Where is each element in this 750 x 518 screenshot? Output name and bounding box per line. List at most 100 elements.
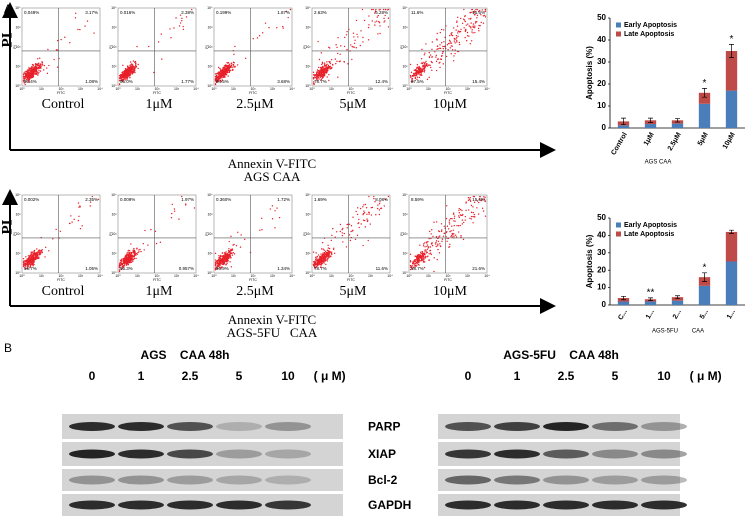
event-dot bbox=[446, 225, 449, 227]
event-dot bbox=[34, 72, 37, 75]
event-dot bbox=[457, 35, 459, 37]
quadrant-value: 21.6% bbox=[472, 266, 485, 271]
event-dot bbox=[456, 37, 458, 39]
blot-band bbox=[118, 500, 164, 510]
event-dot bbox=[436, 48, 438, 51]
event-dot bbox=[330, 252, 333, 255]
event-dot bbox=[451, 218, 453, 220]
event-dot bbox=[35, 73, 38, 76]
event-dot bbox=[356, 33, 358, 36]
event-dot bbox=[230, 62, 233, 64]
blot-band bbox=[69, 500, 115, 510]
lane-label: 1 bbox=[514, 369, 521, 383]
quadrant-value: 8.08% bbox=[375, 197, 388, 202]
event-dot bbox=[337, 76, 339, 78]
event-dot bbox=[412, 262, 414, 265]
event-dot bbox=[454, 234, 457, 236]
log-tick: 10² bbox=[207, 232, 213, 236]
flow-axis: PI bbox=[13, 232, 17, 235]
event-dot bbox=[160, 33, 163, 35]
event-dot bbox=[79, 205, 81, 207]
event-dot bbox=[321, 73, 324, 76]
event-dot bbox=[437, 243, 439, 245]
event-dot bbox=[182, 28, 185, 31]
event-dot bbox=[222, 67, 224, 70]
event-dot bbox=[218, 259, 221, 261]
event-dot bbox=[74, 17, 77, 19]
event-dot bbox=[458, 215, 460, 217]
event-dot bbox=[380, 207, 382, 210]
flow-axis: FITC bbox=[153, 278, 161, 282]
event-dot bbox=[454, 52, 456, 55]
event-dot bbox=[322, 66, 324, 68]
event-dot bbox=[316, 266, 318, 268]
event-dot bbox=[315, 261, 317, 263]
event-dot bbox=[33, 249, 36, 252]
event-dot bbox=[271, 218, 274, 220]
log-tick: 10⁴ bbox=[111, 6, 117, 10]
event-dot bbox=[332, 64, 334, 66]
event-dot bbox=[221, 252, 224, 254]
event-dot bbox=[127, 68, 129, 70]
event-dot bbox=[36, 251, 38, 254]
event-dot bbox=[374, 24, 376, 26]
event-dot bbox=[325, 67, 328, 69]
event-dot bbox=[46, 72, 49, 75]
lane-label: 2.5 bbox=[558, 369, 575, 383]
event-dot bbox=[466, 35, 469, 37]
event-dot bbox=[330, 251, 333, 253]
event-dot bbox=[31, 76, 34, 79]
event-dot bbox=[128, 249, 131, 252]
event-dot bbox=[370, 206, 373, 209]
event-dot bbox=[29, 264, 32, 267]
event-dot bbox=[454, 42, 456, 44]
log-tick: 10⁴ bbox=[387, 87, 393, 91]
log-tick: 10³ bbox=[270, 274, 276, 278]
event-dot bbox=[471, 29, 473, 31]
event-dot bbox=[342, 241, 344, 243]
condition-label: Control bbox=[42, 284, 85, 299]
event-dot bbox=[458, 216, 461, 219]
event-dot bbox=[459, 208, 462, 211]
event-dot bbox=[435, 69, 438, 72]
event-dot bbox=[221, 79, 223, 81]
event-dot bbox=[319, 256, 321, 258]
event-dot bbox=[316, 71, 319, 73]
log-tick: 10⁴ bbox=[305, 6, 311, 10]
event-dot bbox=[424, 242, 426, 244]
event-dot bbox=[125, 257, 127, 259]
event-dot bbox=[418, 66, 420, 68]
event-dot bbox=[125, 255, 128, 258]
event-dot bbox=[185, 16, 188, 18]
event-dot bbox=[37, 250, 40, 252]
flow-axis: FITC bbox=[57, 278, 65, 282]
event-dot bbox=[483, 196, 485, 198]
event-dot bbox=[147, 244, 149, 246]
event-dot bbox=[378, 203, 381, 205]
event-dot bbox=[221, 257, 223, 259]
bar-segment bbox=[725, 261, 738, 305]
event-dot bbox=[334, 58, 337, 60]
event-dot bbox=[216, 261, 219, 263]
event-dot bbox=[354, 238, 357, 241]
event-dot bbox=[229, 252, 232, 255]
event-dot bbox=[364, 203, 367, 206]
event-dot bbox=[30, 254, 32, 256]
quadrant-value: 1.87% bbox=[277, 10, 290, 15]
event-dot bbox=[448, 246, 450, 248]
event-dot bbox=[437, 248, 439, 251]
event-dot bbox=[329, 68, 332, 70]
blot-band bbox=[445, 500, 491, 510]
event-dot bbox=[434, 51, 436, 53]
event-dot bbox=[442, 50, 444, 53]
event-dot bbox=[469, 43, 472, 45]
event-dot bbox=[226, 65, 229, 67]
event-dot bbox=[276, 207, 278, 209]
event-dot bbox=[223, 69, 225, 72]
event-dot bbox=[120, 264, 122, 266]
legend-label: Late Apoptosis bbox=[624, 31, 674, 38]
log-tick: 10² bbox=[348, 274, 354, 278]
event-dot bbox=[252, 37, 254, 40]
event-dot bbox=[26, 261, 29, 263]
event-dot bbox=[383, 21, 385, 23]
